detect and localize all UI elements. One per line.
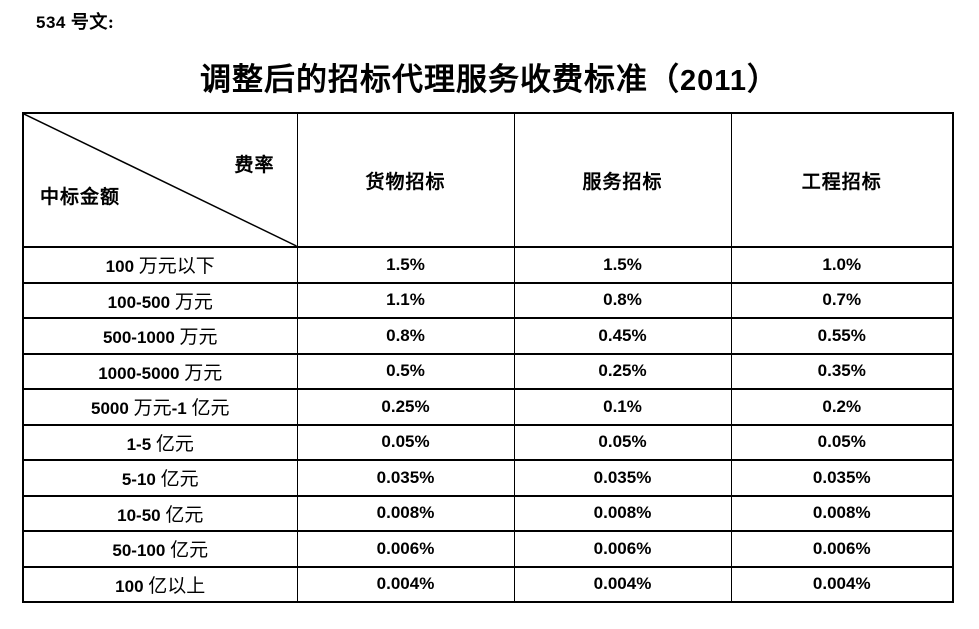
table-row: 5000 万元-1 亿元 0.25% 0.1% 0.2% [22, 388, 954, 426]
fee-value-cell: 1.0% [730, 246, 954, 284]
fee-value-cell: 0.7% [730, 281, 954, 319]
table-row: 10-50 亿元 0.008% 0.008% 0.008% [22, 494, 954, 532]
table-row: 500-1000 万元 0.8% 0.45% 0.55% [22, 317, 954, 355]
row-label-cell: 1-5 亿元 [22, 423, 298, 461]
column-header: 工程招标 [730, 112, 954, 248]
fee-value-cell: 0.004% [513, 565, 732, 603]
table-row: 100-500 万元 1.1% 0.8% 0.7% [22, 281, 954, 319]
row-label-cell: 5-10 亿元 [22, 459, 298, 497]
fee-value-cell: 0.006% [730, 530, 954, 568]
row-label-cell: 1000-5000 万元 [22, 352, 298, 390]
page-title: 调整后的招标代理服务收费标准（2011） [200, 62, 779, 97]
fee-table: 费率 中标金额 货物招标 服务招标 工程招标 100 万元以下 1.5% 1.5% 1.0… [22, 112, 954, 603]
table-row: 1-5 亿元 0.05% 0.05% 0.05% [22, 423, 954, 461]
fee-value-cell: 1.5% [296, 246, 515, 284]
fee-value-cell: 0.25% [513, 352, 732, 390]
diagonal-divider-line [24, 114, 297, 246]
row-label-cell: 50-100 亿元 [22, 530, 298, 568]
column-header: 货物招标 [296, 112, 515, 248]
header-row: 费率 中标金额 货物招标 服务招标 工程招标 [22, 112, 954, 248]
fee-value-cell: 0.05% [513, 423, 732, 461]
fee-value-cell: 0.25% [296, 388, 515, 426]
table-row: 5-10 亿元 0.035% 0.035% 0.035% [22, 459, 954, 497]
fee-value-cell: 0.035% [513, 459, 732, 497]
fee-value-cell: 0.035% [296, 459, 515, 497]
fee-value-cell: 0.006% [296, 530, 515, 568]
fee-value-cell: 0.008% [730, 494, 954, 532]
fee-value-cell: 0.004% [730, 565, 954, 603]
corner-label-rate: 费率 [234, 155, 275, 176]
fee-value-cell: 0.45% [513, 317, 732, 355]
fee-value-cell: 0.55% [730, 317, 954, 355]
row-label-cell: 10-50 亿元 [22, 494, 298, 532]
fee-value-cell: 0.35% [730, 352, 954, 390]
table-row: 1000-5000 万元 0.5% 0.25% 0.35% [22, 352, 954, 390]
row-label-cell: 5000 万元-1 亿元 [22, 388, 298, 426]
table-row: 100 亿以上 0.004% 0.004% 0.004% [22, 565, 954, 603]
fee-value-cell: 0.006% [513, 530, 732, 568]
table-row: 100 万元以下 1.5% 1.5% 1.0% [22, 246, 954, 284]
fee-value-cell: 0.5% [296, 352, 515, 390]
fee-value-cell: 0.2% [730, 388, 954, 426]
table-body: 100 万元以下 1.5% 1.5% 1.0% 100-500 万元 1.1% 0.8% 0.… [22, 246, 954, 603]
doc-number-label: 534 号文: [36, 12, 115, 32]
fee-value-cell: 0.004% [296, 565, 515, 603]
fee-value-cell: 0.8% [513, 281, 732, 319]
fee-value-cell: 0.008% [296, 494, 515, 532]
corner-label-amount: 中标金额 [40, 187, 121, 208]
fee-value-cell: 0.8% [296, 317, 515, 355]
row-label-cell: 100 万元以下 [22, 246, 298, 284]
fee-value-cell: 1.5% [513, 246, 732, 284]
fee-value-cell: 0.1% [513, 388, 732, 426]
row-label-cell: 100 亿以上 [22, 565, 298, 603]
fee-value-cell: 0.035% [730, 459, 954, 497]
row-label-cell: 100-500 万元 [22, 281, 298, 319]
fee-value-cell: 0.008% [513, 494, 732, 532]
fee-value-cell: 1.1% [296, 281, 515, 319]
table-row: 50-100 亿元 0.006% 0.006% 0.006% [22, 530, 954, 568]
fee-value-cell: 0.05% [730, 423, 954, 461]
row-label-cell: 500-1000 万元 [22, 317, 298, 355]
corner-header-cell: 费率 中标金额 [22, 112, 298, 248]
column-header: 服务招标 [513, 112, 732, 248]
fee-value-cell: 0.05% [296, 423, 515, 461]
